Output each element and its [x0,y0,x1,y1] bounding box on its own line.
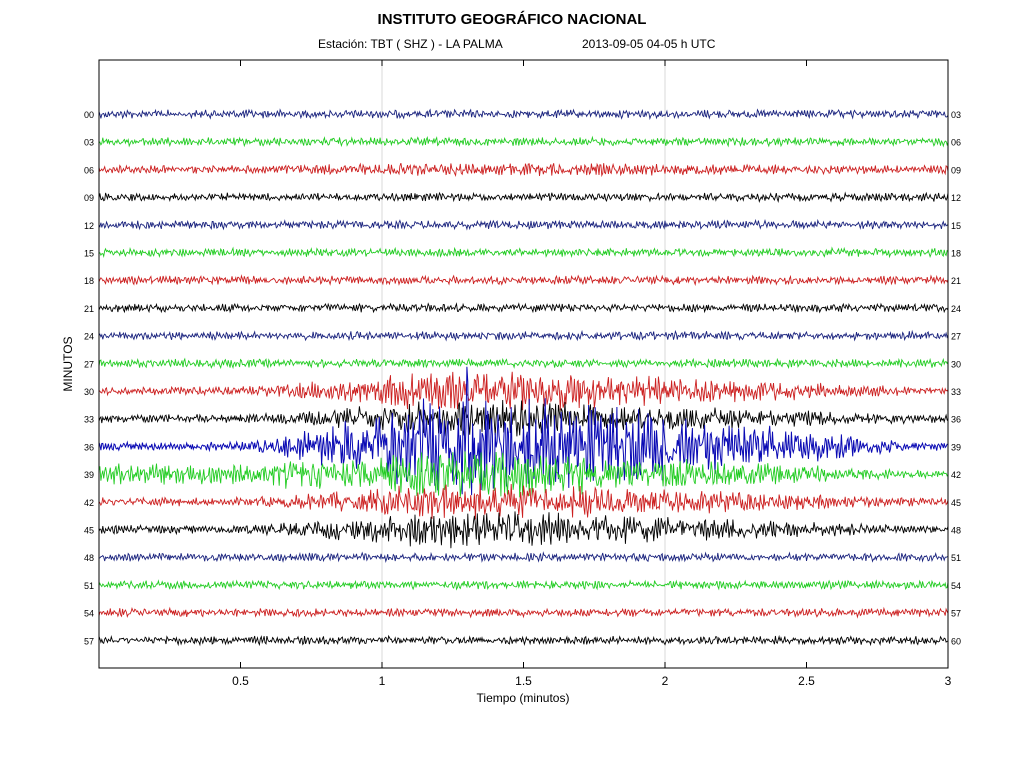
trace-left-label-33: 33 [84,415,94,425]
trace-right-label-57: 57 [951,609,961,619]
label-layer: 00 03 03 06 06 09 09 12 12 15 15 18 18 21 21 24 24 27 27 30… [84,110,961,646]
trace-left-label-45: 45 [84,526,94,536]
trace-left-label-48: 48 [84,553,94,563]
trace-right-label-36: 36 [951,415,961,425]
trace-left-label-54: 54 [84,609,94,619]
trace-right-label-09: 09 [951,165,961,175]
trace-right-label-15: 15 [951,221,961,231]
trace-left-label-51: 51 [84,581,94,591]
trace-left-label-42: 42 [84,498,94,508]
trace-left-label-24: 24 [84,332,94,342]
trace-right-label-18: 18 [951,249,961,259]
trace-right-label-06: 06 [951,138,961,148]
trace-left-label-06: 06 [84,165,94,175]
trace-right-label-54: 54 [951,581,961,591]
trace-left-label-18: 18 [84,276,94,286]
trace-51 [98,579,949,591]
trace-left-label-03: 03 [84,138,94,148]
trace-03 [98,135,949,148]
tick-layer: 0.5 1 1.5 2 2.5 3 [232,60,952,688]
trace-right-label-21: 21 [951,276,961,286]
trace-right-label-30: 30 [951,359,961,369]
date-label: 2013-09-05 04-05 h UTC [582,37,716,51]
x-tick-label-4: 2.5 [798,674,815,688]
trace-06 [98,162,949,178]
trace-09 [98,191,949,203]
trace-24 [98,329,949,342]
trace-left-label-15: 15 [84,249,94,259]
station-label: Estación: TBT ( SHZ ) - LA PALMA [318,37,503,51]
y-axis-label: MINUTOS [61,336,75,391]
trace-right-label-33: 33 [951,387,961,397]
x-axis-label: Tiempo (minutos) [477,691,570,705]
trace-left-label-36: 36 [84,442,94,452]
trace-45 [98,511,949,549]
trace-left-label-27: 27 [84,359,94,369]
trace-right-label-24: 24 [951,304,961,314]
trace-36 [98,366,949,496]
trace-27 [98,357,949,370]
trace-left-label-12: 12 [84,221,94,231]
trace-21 [98,302,949,314]
trace-right-label-03: 03 [951,110,961,120]
trace-12 [98,218,949,231]
trace-left-label-21: 21 [84,304,94,314]
trace-right-label-39: 39 [951,442,961,452]
trace-57 [98,634,949,647]
chart-title: INSTITUTO GEOGRÁFICO NACIONAL [377,11,647,28]
trace-right-label-60: 60 [951,636,961,646]
trace-15 [99,246,949,259]
x-tick-label-5: 3 [945,674,952,688]
x-tick-label-3: 2 [662,674,669,688]
trace-left-label-00: 00 [84,110,94,120]
x-tick-label-0: 0.5 [232,674,249,688]
trace-left-label-57: 57 [84,636,94,646]
x-tick-label-1: 1 [379,674,386,688]
trace-right-label-12: 12 [951,193,961,203]
trace-right-label-45: 45 [951,498,961,508]
trace-left-label-30: 30 [84,387,94,397]
trace-18 [98,274,949,287]
trace-right-label-27: 27 [951,332,961,342]
trace-48 [98,551,949,564]
trace-30 [98,371,949,411]
trace-00 [98,108,949,121]
trace-left-label-09: 09 [84,193,94,203]
trace-right-label-51: 51 [951,553,961,563]
trace-right-label-42: 42 [951,470,961,480]
x-tick-label-2: 1.5 [515,674,532,688]
trace-layer [98,108,949,647]
trace-54 [98,606,949,619]
trace-left-label-39: 39 [84,470,94,480]
trace-right-label-48: 48 [951,526,961,536]
trace-39 [98,451,949,498]
trace-42 [98,483,949,520]
